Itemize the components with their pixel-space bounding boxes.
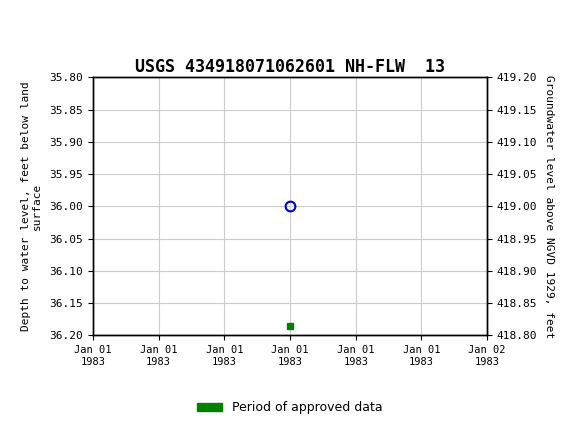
Legend: Period of approved data: Period of approved data — [192, 396, 388, 419]
Y-axis label: Groundwater level above NGVD 1929, feet: Groundwater level above NGVD 1929, feet — [545, 75, 554, 338]
Text: USGS: USGS — [75, 16, 139, 36]
Y-axis label: Depth to water level, feet below land
surface: Depth to water level, feet below land su… — [21, 82, 42, 331]
Text: USGS 434918071062601 NH-FLW  13: USGS 434918071062601 NH-FLW 13 — [135, 58, 445, 76]
